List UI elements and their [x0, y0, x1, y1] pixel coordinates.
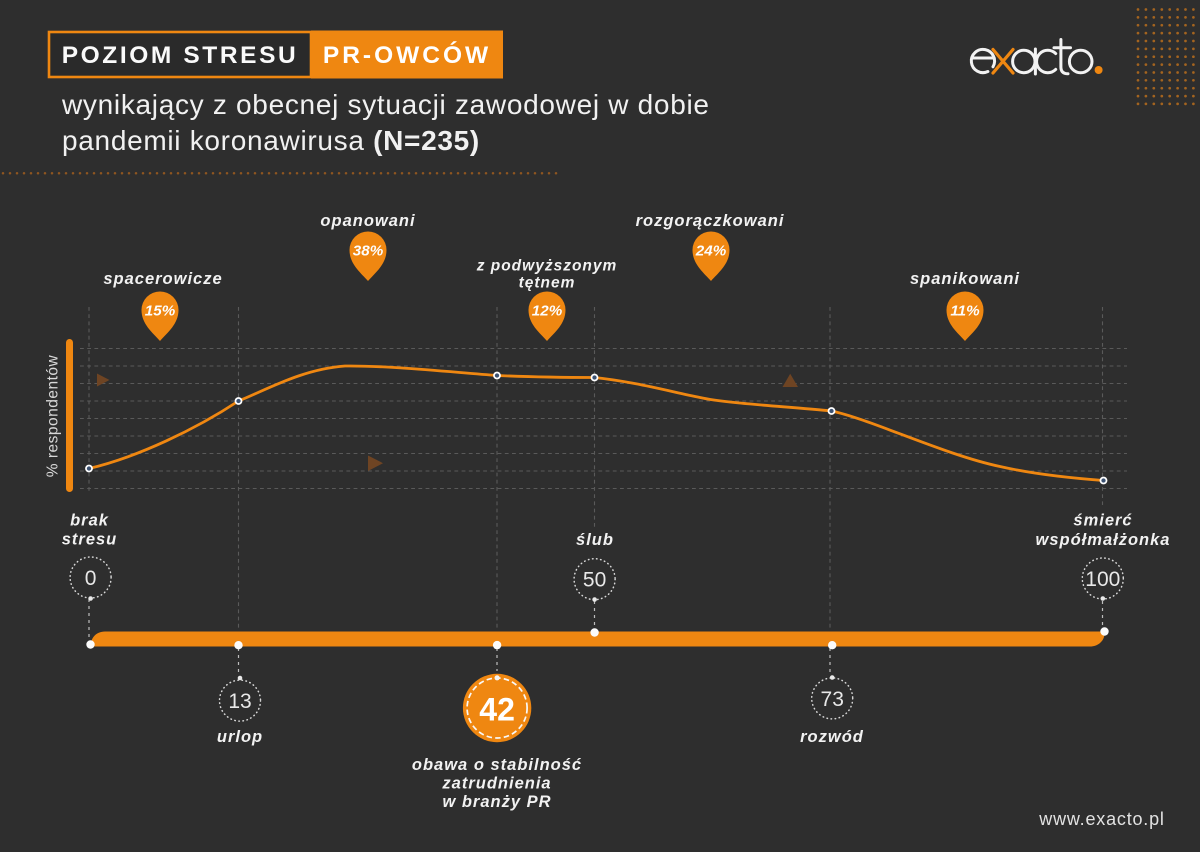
svg-text:rozgorączkowani: rozgorączkowani — [636, 212, 785, 230]
svg-text:50: 50 — [583, 569, 606, 592]
svg-text:POZIOM STRESU: POZIOM STRESU — [62, 42, 299, 69]
svg-text:11%: 11% — [950, 302, 980, 319]
svg-text:24%: 24% — [695, 242, 727, 259]
svg-text:współmałżonka: współmałżonka — [1036, 531, 1171, 549]
svg-text:38%: 38% — [353, 242, 384, 259]
svg-text:zatrudnienia: zatrudnienia — [441, 775, 551, 793]
svg-text:z podwyższonym: z podwyższonym — [476, 258, 618, 275]
svg-text:% respondentów: % respondentów — [45, 354, 62, 477]
svg-text:100: 100 — [1085, 568, 1120, 591]
svg-text:ślub: ślub — [576, 531, 614, 549]
svg-text:tętnem: tętnem — [519, 275, 576, 292]
svg-text:opanowani: opanowani — [320, 212, 415, 230]
svg-text:spacerowicze: spacerowicze — [103, 270, 222, 288]
svg-text:15%: 15% — [145, 302, 176, 319]
svg-text:śmierć: śmierć — [1073, 512, 1132, 530]
svg-text:stresu: stresu — [62, 531, 118, 549]
svg-text:obawa o stabilność: obawa o stabilność — [412, 756, 582, 774]
svg-text:rozwód: rozwód — [800, 728, 864, 746]
svg-text:PR-OWCÓW: PR-OWCÓW — [323, 41, 491, 69]
svg-text:urlop: urlop — [217, 728, 263, 746]
svg-text:w branży PR: w branży PR — [442, 793, 551, 811]
svg-text:pandemii koronawirusa (N=235): pandemii koronawirusa (N=235) — [62, 125, 480, 156]
svg-text:42: 42 — [479, 692, 515, 728]
svg-text:13: 13 — [228, 690, 251, 713]
svg-text:73: 73 — [821, 688, 844, 711]
svg-text:www.exacto.pl: www.exacto.pl — [1038, 809, 1164, 829]
svg-text:12%: 12% — [532, 302, 563, 319]
svg-text:spanikowani: spanikowani — [910, 270, 1020, 288]
svg-text:brak: brak — [70, 512, 109, 530]
svg-text:wynikający z obecnej sytuacji: wynikający z obecnej sytuacji zawodowej … — [61, 89, 710, 120]
svg-text:0: 0 — [85, 567, 97, 590]
